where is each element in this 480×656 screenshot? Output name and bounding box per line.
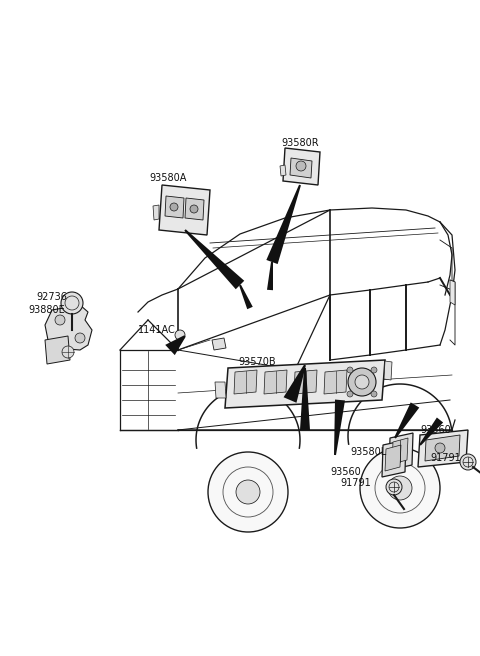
Polygon shape <box>165 196 184 218</box>
Text: 93560: 93560 <box>420 425 451 435</box>
Circle shape <box>360 448 440 528</box>
Circle shape <box>371 391 377 397</box>
Polygon shape <box>45 336 70 364</box>
Circle shape <box>347 391 353 397</box>
Polygon shape <box>212 338 226 350</box>
Circle shape <box>175 330 185 340</box>
Polygon shape <box>45 305 92 350</box>
Text: 92736: 92736 <box>36 292 67 302</box>
Polygon shape <box>392 438 408 464</box>
Polygon shape <box>294 370 317 394</box>
Polygon shape <box>165 335 186 355</box>
Text: 1141AC: 1141AC <box>138 325 176 335</box>
Polygon shape <box>425 435 460 461</box>
Text: 91791: 91791 <box>430 453 461 463</box>
Circle shape <box>190 205 198 213</box>
Circle shape <box>348 368 376 396</box>
Polygon shape <box>264 370 287 394</box>
Polygon shape <box>389 433 413 470</box>
Polygon shape <box>159 185 210 235</box>
Text: 93560: 93560 <box>330 467 361 477</box>
Polygon shape <box>419 417 443 445</box>
Polygon shape <box>225 360 385 408</box>
Circle shape <box>386 479 402 495</box>
Circle shape <box>75 333 85 343</box>
Polygon shape <box>385 445 401 471</box>
Circle shape <box>296 161 306 171</box>
Circle shape <box>236 480 260 504</box>
Circle shape <box>62 346 74 358</box>
Polygon shape <box>394 402 419 438</box>
Circle shape <box>61 292 83 314</box>
Circle shape <box>55 315 65 325</box>
Text: 93580L: 93580L <box>350 447 386 457</box>
Circle shape <box>388 476 412 500</box>
Polygon shape <box>418 430 468 467</box>
Text: 93570B: 93570B <box>238 357 276 367</box>
Circle shape <box>355 375 369 389</box>
Polygon shape <box>280 165 286 176</box>
Circle shape <box>347 367 353 373</box>
Circle shape <box>371 367 377 373</box>
Polygon shape <box>284 365 306 403</box>
Polygon shape <box>185 198 204 220</box>
Polygon shape <box>382 440 406 477</box>
Polygon shape <box>334 400 345 455</box>
Text: 93580A: 93580A <box>149 173 187 183</box>
Text: 93880E: 93880E <box>28 305 65 315</box>
Polygon shape <box>239 285 253 309</box>
Polygon shape <box>384 361 392 380</box>
Polygon shape <box>283 148 320 185</box>
Polygon shape <box>266 184 301 264</box>
Text: 91791: 91791 <box>340 478 371 488</box>
Polygon shape <box>324 370 347 394</box>
Circle shape <box>208 452 288 532</box>
Circle shape <box>435 443 445 453</box>
Circle shape <box>170 203 178 211</box>
Polygon shape <box>184 230 244 289</box>
Circle shape <box>460 454 476 470</box>
Polygon shape <box>215 382 226 398</box>
Polygon shape <box>450 280 455 305</box>
Polygon shape <box>234 370 257 394</box>
Polygon shape <box>267 262 273 290</box>
Polygon shape <box>300 368 310 430</box>
Text: 93580R: 93580R <box>281 138 319 148</box>
Polygon shape <box>290 158 312 178</box>
Polygon shape <box>153 205 159 220</box>
